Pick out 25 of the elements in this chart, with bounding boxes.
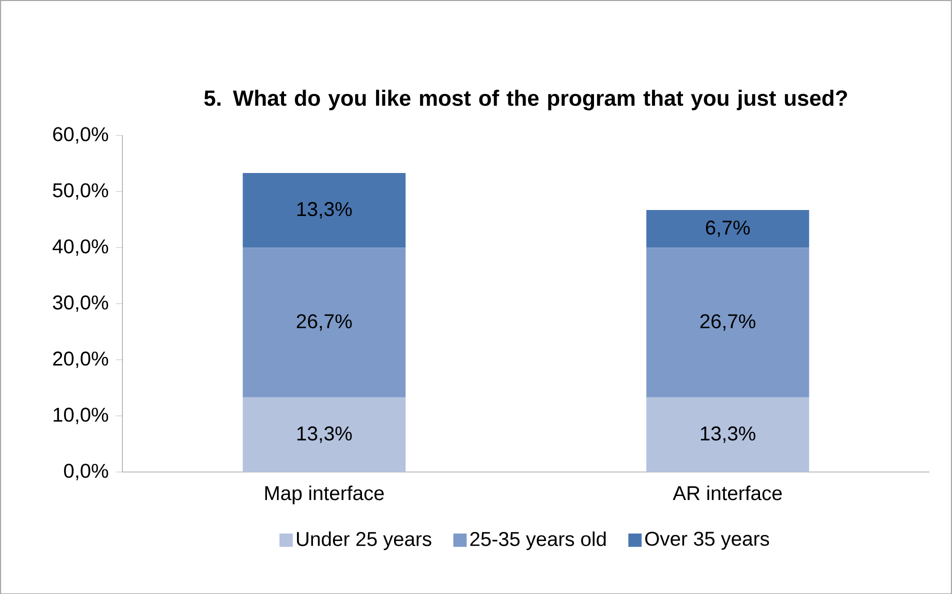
bar bbox=[646, 397, 810, 472]
x-tick-label: Map interface bbox=[265, 485, 384, 504]
data-label: 13,3% bbox=[700, 426, 756, 443]
data-label: 26,7% bbox=[700, 314, 756, 331]
y-tick-label: 10,0% bbox=[54, 407, 108, 424]
y-tick-label: 0,0% bbox=[64, 464, 108, 480]
bar bbox=[242, 172, 406, 248]
chart-title: 5. What do you like most of the program that you just used? bbox=[204, 90, 848, 110]
data-label: 13,3% bbox=[297, 202, 352, 218]
legend-label: 25-35 years old bbox=[470, 531, 606, 550]
y-tick-label: 60,0% bbox=[53, 126, 108, 144]
y-tick-label: 40,0% bbox=[52, 239, 108, 256]
data-label: 13,3% bbox=[297, 426, 352, 443]
x-tick-label: AR interface bbox=[672, 485, 782, 500]
data-label: 6,7% bbox=[706, 220, 750, 237]
bar bbox=[646, 247, 810, 398]
bar bbox=[646, 210, 810, 248]
legend-label: Over 35 years bbox=[645, 532, 770, 550]
bar bbox=[242, 247, 406, 398]
y-tick-label: 20,0% bbox=[53, 351, 108, 368]
bar bbox=[242, 397, 406, 472]
y-tick-label: 30,0% bbox=[52, 295, 108, 312]
y-tick-label: 50,0% bbox=[52, 183, 108, 200]
data-label: 26,7% bbox=[296, 314, 352, 331]
legend-label: Under 25 years bbox=[296, 531, 432, 550]
